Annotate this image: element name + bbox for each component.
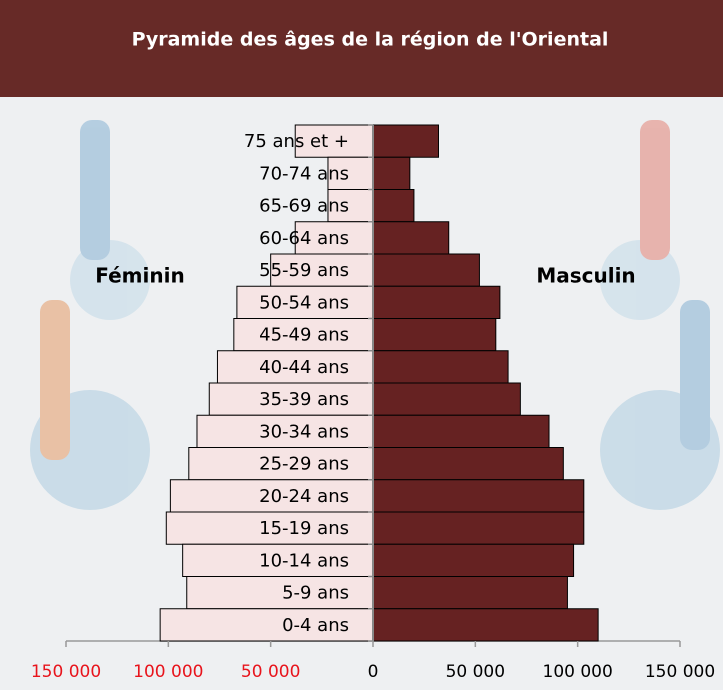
bar [372, 479, 585, 513]
category-label: 50-54 ans [259, 292, 349, 313]
bar [372, 221, 450, 255]
x-tick-label: 150 000 [31, 662, 101, 682]
decor-circle [30, 390, 150, 510]
x-tick-label: 50 000 [241, 662, 300, 682]
bar [196, 414, 374, 448]
bar [372, 318, 497, 352]
bar [372, 189, 415, 223]
category-label: 45-49 ans [259, 325, 349, 346]
bar [372, 350, 509, 384]
category-label: 60-64 ans [259, 228, 349, 249]
category-label: 40-44 ans [259, 357, 349, 378]
category-label: 5-9 ans [282, 583, 349, 604]
bar [165, 511, 374, 545]
category-label: 75 ans et + [244, 131, 349, 152]
bar [294, 221, 374, 255]
bar [169, 479, 374, 513]
x-tick-label: 0 [368, 662, 379, 682]
bar [372, 156, 411, 190]
title-bar [0, 0, 723, 97]
bar [372, 447, 564, 481]
decor-figure [40, 300, 70, 460]
decor-circle [70, 240, 150, 320]
category-label: 65-69 ans [259, 196, 349, 217]
series-label: Féminin [95, 264, 184, 288]
x-tick-label: 100 000 [133, 662, 203, 682]
decor-circle [600, 390, 720, 510]
category-label: 15-19 ans [259, 518, 349, 539]
category-label: 55-59 ans [259, 260, 349, 281]
category-label: 25-29 ans [259, 454, 349, 475]
bar [372, 576, 568, 610]
decor-figure [640, 120, 670, 260]
bar [186, 576, 374, 610]
category-label: 35-39 ans [259, 389, 349, 410]
category-label: 20-24 ans [259, 486, 349, 507]
category-label: 10-14 ans [259, 550, 349, 571]
decoration [30, 120, 720, 510]
bar [372, 124, 439, 158]
bar [372, 543, 575, 577]
decor-figure [80, 120, 110, 260]
bar [372, 253, 480, 287]
x-tick-label: 100 000 [543, 662, 613, 682]
bar [216, 350, 374, 384]
x-tick-label: 50 000 [446, 662, 505, 682]
category-label: 0-4 ans [282, 615, 349, 636]
bar [270, 253, 374, 287]
bar [372, 511, 585, 545]
category-label: 30-34 ans [259, 421, 349, 442]
bar [208, 382, 374, 416]
bar [188, 447, 374, 481]
bar [372, 608, 599, 642]
bar [182, 543, 374, 577]
series-label: Masculin [536, 264, 635, 288]
decor-circle [600, 240, 680, 320]
x-tick-label: 150 000 [645, 662, 715, 682]
bar [372, 285, 501, 319]
bar [236, 285, 374, 319]
category-label: 70-74 ans [259, 163, 349, 184]
bar [372, 414, 550, 448]
chart-title: Pyramide des âges de la région de l'Orie… [132, 29, 609, 51]
decor-figure [680, 300, 710, 450]
bar [372, 382, 521, 416]
